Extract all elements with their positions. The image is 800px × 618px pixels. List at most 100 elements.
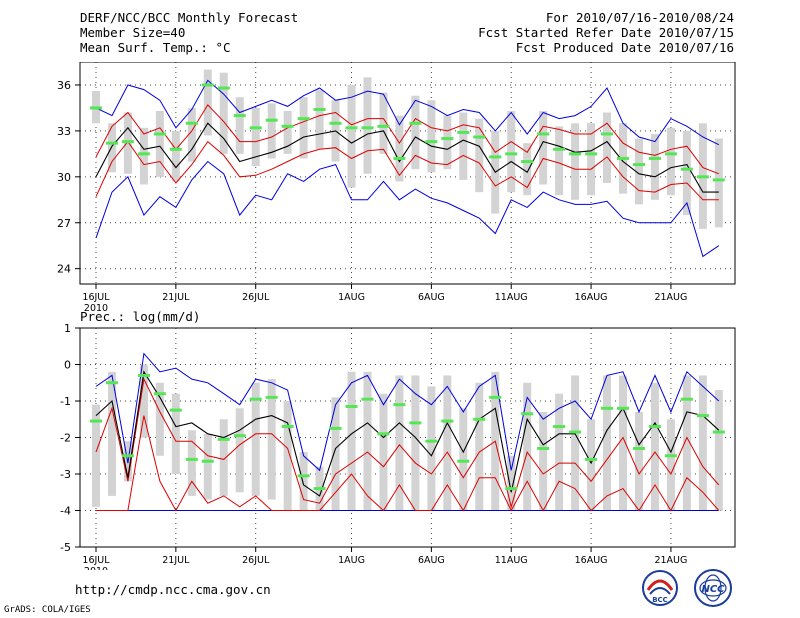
member-mark-4 [153, 132, 166, 136]
member-mark-27 [521, 412, 534, 416]
member-mark-10 [249, 397, 262, 401]
member-mark-30 [569, 152, 582, 156]
chart-title: DERF/NCC/BCC Monthly Forecast [80, 10, 299, 25]
mean-line [95, 370, 720, 497]
spread-box-10 [251, 382, 260, 496]
y-tick-label: 30 [57, 171, 71, 184]
member-mark-5 [169, 408, 182, 412]
spread-box-27 [523, 143, 532, 196]
member-mark-13 [297, 474, 310, 478]
blue_lower-line [95, 160, 720, 258]
spread-box-16 [347, 371, 356, 511]
member-mark-10 [249, 126, 262, 130]
y-tick-label: 27 [57, 217, 71, 230]
red_upper-line [95, 377, 720, 509]
member-mark-15 [329, 121, 342, 125]
red_upper-line [95, 104, 719, 175]
spread-box-33 [619, 375, 628, 511]
member-mark-25 [489, 395, 502, 399]
svg-text:BCC: BCC [652, 596, 668, 604]
y-tick-label: -3 [60, 468, 71, 481]
spread-box-4 [155, 110, 164, 177]
member-mark-35 [648, 156, 661, 160]
spread-box-1 [107, 123, 116, 173]
spread-box-9 [235, 97, 244, 154]
y-tick-label: -5 [60, 541, 71, 554]
member-mark-1 [105, 141, 118, 145]
red_lower-line [96, 415, 720, 512]
member-mark-33 [617, 406, 630, 410]
temperature-chart: 24 27 30 33 36 16JUL 21JUL 26JUL 1AUG 6AUG 11AUG 16… [57, 62, 736, 312]
spread-box-24 [475, 118, 484, 193]
spread-box-38 [698, 375, 707, 511]
member-mark-3 [137, 373, 150, 377]
spread-box-10 [251, 107, 260, 167]
member-mark-35 [648, 425, 661, 429]
spread-box-17 [363, 77, 372, 174]
spread-box-5 [171, 130, 180, 182]
spread-box-22 [443, 115, 452, 170]
spread-box-21 [427, 100, 436, 173]
spread-box-31 [587, 123, 596, 196]
spread-box-26 [507, 455, 516, 511]
x-year-label: 2010 [84, 303, 108, 312]
member-mark-6 [185, 121, 198, 125]
member-mark-38 [696, 414, 709, 418]
spread-box-13 [299, 452, 308, 511]
member-mark-12 [281, 425, 294, 429]
spread-box-7 [203, 69, 212, 136]
spread-box-36 [666, 419, 675, 511]
member-mark-31 [585, 152, 598, 156]
spread-box-20 [411, 95, 420, 170]
grads-credit: GrADS: COLA/IGES [4, 605, 91, 615]
spread-box-8 [219, 72, 228, 154]
member-mark-17 [361, 397, 374, 401]
website-url[interactable]: http://cmdp.ncc.cma.gov.cn [75, 582, 271, 597]
y-tick-label: 33 [57, 125, 71, 138]
spread-box-37 [682, 130, 691, 216]
spread-box-23 [459, 112, 468, 180]
member-size: Member Size=40 [80, 25, 186, 40]
member-mark-16 [345, 404, 358, 408]
member-mark-39 [712, 430, 725, 434]
x-tick-label: 26JUL [242, 555, 270, 566]
spread-box-1 [107, 371, 116, 496]
spread-box-2 [123, 112, 132, 174]
spread-box-0 [92, 404, 100, 507]
x-tick-label: 1AUG [338, 292, 365, 303]
member-mark-19 [393, 403, 406, 407]
member-mark-29 [553, 425, 566, 429]
spread-box-18 [379, 92, 388, 154]
member-mark-32 [601, 132, 614, 136]
member-mark-29 [553, 147, 566, 151]
spread-box-32 [603, 375, 612, 511]
spread-box-34 [634, 411, 643, 511]
member-mark-24 [473, 135, 486, 139]
x-tick-label: 16JUL [82, 292, 110, 303]
spread-box-9 [235, 408, 244, 493]
spread-box-20 [411, 375, 420, 511]
member-mark-32 [601, 406, 614, 410]
spread-box-12 [283, 401, 292, 511]
member-mark-7 [201, 83, 214, 87]
y-tick-label: 24 [57, 263, 71, 276]
x-tick-label: 21JUL [162, 292, 190, 303]
x-tick-label: 16AUG [575, 292, 608, 303]
spread-box-6 [187, 430, 196, 496]
spread-box-29 [555, 126, 564, 196]
forecast-range: For 2010/07/16-2010/08/24 [545, 10, 734, 25]
member-mark-22 [441, 419, 454, 423]
y-tick-label: 36 [57, 79, 71, 92]
blue_upper-line [95, 352, 720, 472]
member-mark-16 [345, 126, 358, 130]
member-mark-21 [425, 439, 438, 443]
precipitation-chart: -5 -4 -3 -2 -1 0 1 16JUL 21JUL 26JUL 1AUG 6AUG 11AUG… [60, 322, 736, 570]
member-mark-23 [457, 130, 470, 134]
x-tick-label: 6AUG [418, 292, 445, 303]
member-mark-28 [537, 446, 550, 450]
member-mark-34 [632, 446, 645, 450]
red_lower-line [95, 140, 719, 201]
spread-box-11 [267, 379, 276, 500]
member-mark-24 [473, 417, 486, 421]
x-tick-label: 6AUG [418, 555, 445, 566]
